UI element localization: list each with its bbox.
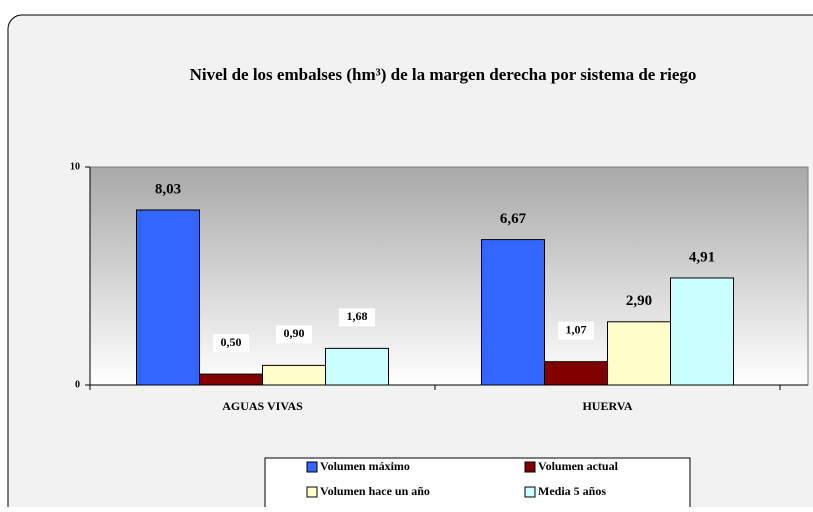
data-label-box [213,334,249,353]
legend-label: Volumen máximo [320,459,410,473]
legend [264,457,691,512]
data-label: 0,90 [284,326,305,340]
bar [607,321,671,386]
legend-label: Volumen actual [538,459,619,473]
data-label: 0,50 [221,335,242,349]
data-label: 1,07 [566,322,587,336]
legend-swatch [524,486,536,498]
data-label: 4,91 [689,249,715,265]
x-tick-label: AGUAS VIVAS [222,399,303,413]
legend-swatch [524,461,536,473]
legend-label: Media 5 años [538,484,606,498]
bar [481,239,545,386]
bar [544,361,608,386]
data-label-box [558,321,594,340]
data-label: 8,03 [155,181,181,197]
data-label-box [276,325,312,344]
data-label-box [339,308,375,327]
data-label: 1,68 [347,309,368,323]
legend-swatch [306,461,318,473]
y-tick-label: 10 [70,161,80,172]
x-tick-label: HUERVA [582,399,632,413]
legend-label: Volumen hace un año [320,484,430,498]
chart-title: Nivel de los embalses (hm³) de la margen… [190,65,697,84]
bar [670,277,734,386]
legend-swatch [306,486,318,498]
data-label: 6,67 [500,211,527,227]
bar [262,364,326,386]
data-label: 2,90 [626,293,652,309]
bar [199,373,263,386]
y-tick-label: 0 [75,379,80,390]
bar [136,209,200,386]
bar [325,347,389,386]
